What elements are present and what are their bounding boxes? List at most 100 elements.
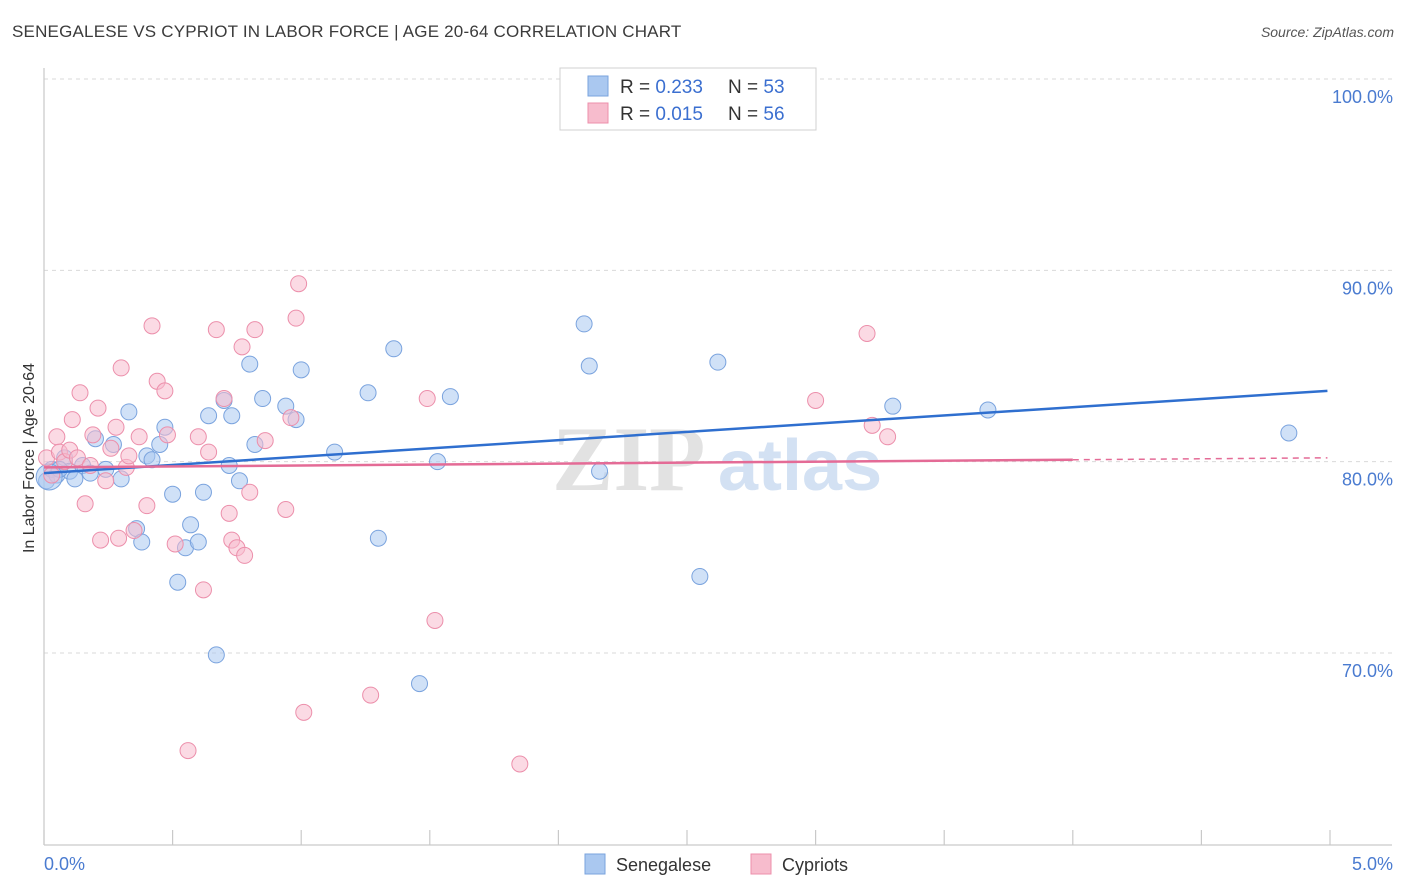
- cypriots-point-47: [295, 703, 313, 721]
- cypriots-point-41: [246, 321, 264, 339]
- watermark-atlas: atlas: [718, 426, 882, 506]
- chart-source: Source: ZipAtlas.com: [1260, 24, 1394, 40]
- y-tick-label-80: 80.0%: [1342, 470, 1393, 490]
- senegalese-point-23: [189, 533, 207, 551]
- senegalese-point-20: [169, 573, 187, 591]
- senegalese-point-37: [326, 443, 344, 461]
- cypriots-trend-line-extension: [1072, 457, 1328, 461]
- senegalese-point-42: [429, 453, 447, 471]
- cypriots-point-32: [200, 443, 218, 461]
- cypriots-point-9: [76, 495, 94, 513]
- senegalese-point-26: [207, 646, 225, 664]
- cypriots-point-42: [256, 432, 274, 450]
- senegalese-point-44: [575, 315, 593, 333]
- y-tick-label-90: 90.0%: [1342, 278, 1393, 298]
- cypriots-point-50: [426, 611, 444, 629]
- cypriots-point-13: [92, 531, 110, 549]
- stats-legend: R = 0.233 N = 53 R = 0.015 N = 56: [559, 67, 817, 131]
- senegalese-point-22: [182, 516, 200, 534]
- cypriots-point-46: [290, 275, 308, 293]
- senegalese-point-25: [200, 407, 218, 425]
- cypriots-point-30: [189, 428, 207, 446]
- series-legend: Senegalese Cypriots: [584, 853, 848, 875]
- senegalese-point-12: [120, 403, 138, 421]
- senegalese-point-49: [884, 397, 902, 415]
- watermark-zip: ZIP: [552, 408, 705, 510]
- cypriots-point-51: [511, 755, 529, 773]
- cypriots-point-48: [362, 686, 380, 704]
- senegalese-point-43: [441, 388, 459, 406]
- grid-lines: [44, 78, 1392, 654]
- cypriots-point-6: [63, 411, 81, 429]
- cypriots-point-2: [48, 428, 66, 446]
- x-tick-labels: 0.0% 5.0%: [44, 854, 1393, 874]
- cypriots-point-20: [120, 447, 138, 465]
- y-axis-title: In Labor Force | Age 20-64: [21, 363, 38, 553]
- svg-text:R = 0.233: R = 0.233: [620, 77, 703, 98]
- x-tick-label-0: 0.0%: [44, 854, 85, 874]
- bottom-legend-label-senegalese: Senegalese: [616, 855, 711, 875]
- series-cypriots-points: [38, 275, 897, 773]
- cypriots-point-39: [236, 546, 254, 564]
- legend-r-value-0: 0.233: [655, 77, 703, 98]
- cypriots-point-55: [879, 428, 897, 446]
- cypriots-point-29: [179, 742, 197, 760]
- cypriots-point-7: [68, 449, 86, 467]
- senegalese-point-41: [411, 675, 429, 693]
- senegalese-point-48: [709, 353, 727, 371]
- watermark: ZIP atlas: [552, 408, 882, 510]
- cypriots-point-27: [158, 426, 176, 444]
- legend-swatch-senegalese: [587, 75, 609, 97]
- y-tick-labels: 70.0% 80.0% 90.0% 100.0%: [1332, 87, 1393, 681]
- cypriots-point-33: [207, 321, 225, 339]
- cypriots-point-18: [112, 359, 130, 377]
- cypriots-point-35: [220, 504, 238, 522]
- cypriots-point-12: [89, 399, 107, 417]
- legend-r-label-1: R =: [620, 104, 655, 125]
- senegalese-point-36: [292, 361, 310, 379]
- legend-n-label-1: N =: [728, 104, 763, 125]
- senegalese-point-30: [230, 472, 248, 490]
- svg-text:N = 56: N = 56: [728, 104, 785, 125]
- x-tick-label-1: 5.0%: [1352, 854, 1393, 874]
- cypriots-point-31: [194, 581, 212, 599]
- senegalese-point-39: [369, 529, 387, 547]
- y-tick-label-70: 70.0%: [1342, 661, 1393, 681]
- cypriots-point-21: [125, 522, 143, 540]
- chart-title: SENEGALESE VS CYPRIOT IN LABOR FORCE | A…: [12, 22, 682, 41]
- cypriots-point-22: [130, 428, 148, 446]
- cypriots-point-45: [287, 309, 305, 327]
- cypriots-point-24: [143, 317, 161, 335]
- cypriots-point-28: [166, 535, 184, 553]
- senegalese-trend-line: [43, 389, 1328, 475]
- cypriots-point-26: [156, 382, 174, 400]
- cypriots-point-23: [138, 497, 156, 515]
- legend-r-value-1: 0.015: [655, 104, 703, 125]
- cypriots-trend-line: [43, 458, 1073, 469]
- senegalese-point-31: [241, 355, 259, 373]
- cypriots-point-8: [71, 384, 89, 402]
- svg-text:N = 53: N = 53: [728, 77, 785, 98]
- senegalese-point-47: [691, 567, 709, 585]
- cypriots-point-14: [97, 472, 115, 490]
- senegalese-point-40: [385, 340, 403, 358]
- cypriots-point-16: [107, 418, 125, 436]
- trend-lines: [43, 389, 1328, 475]
- x-ticks: [43, 830, 1331, 845]
- cypriots-point-40: [241, 483, 259, 501]
- legend-n-label-0: N =: [728, 77, 763, 98]
- svg-text:R = 0.015: R = 0.015: [620, 104, 703, 125]
- cypriots-point-38: [233, 338, 251, 356]
- cypriots-point-52: [807, 391, 825, 409]
- legend-swatch-cypriots: [587, 102, 609, 124]
- cypriots-point-34: [215, 390, 233, 408]
- senegalese-point-29: [223, 407, 241, 425]
- legend-n-value-0: 53: [763, 77, 784, 98]
- cypriots-point-53: [858, 324, 876, 342]
- senegalese-point-51: [1280, 424, 1298, 442]
- cypriots-point-11: [84, 426, 102, 444]
- senegalese-point-24: [194, 483, 212, 501]
- cypriots-point-43: [277, 501, 295, 518]
- senegalese-point-46: [591, 462, 609, 480]
